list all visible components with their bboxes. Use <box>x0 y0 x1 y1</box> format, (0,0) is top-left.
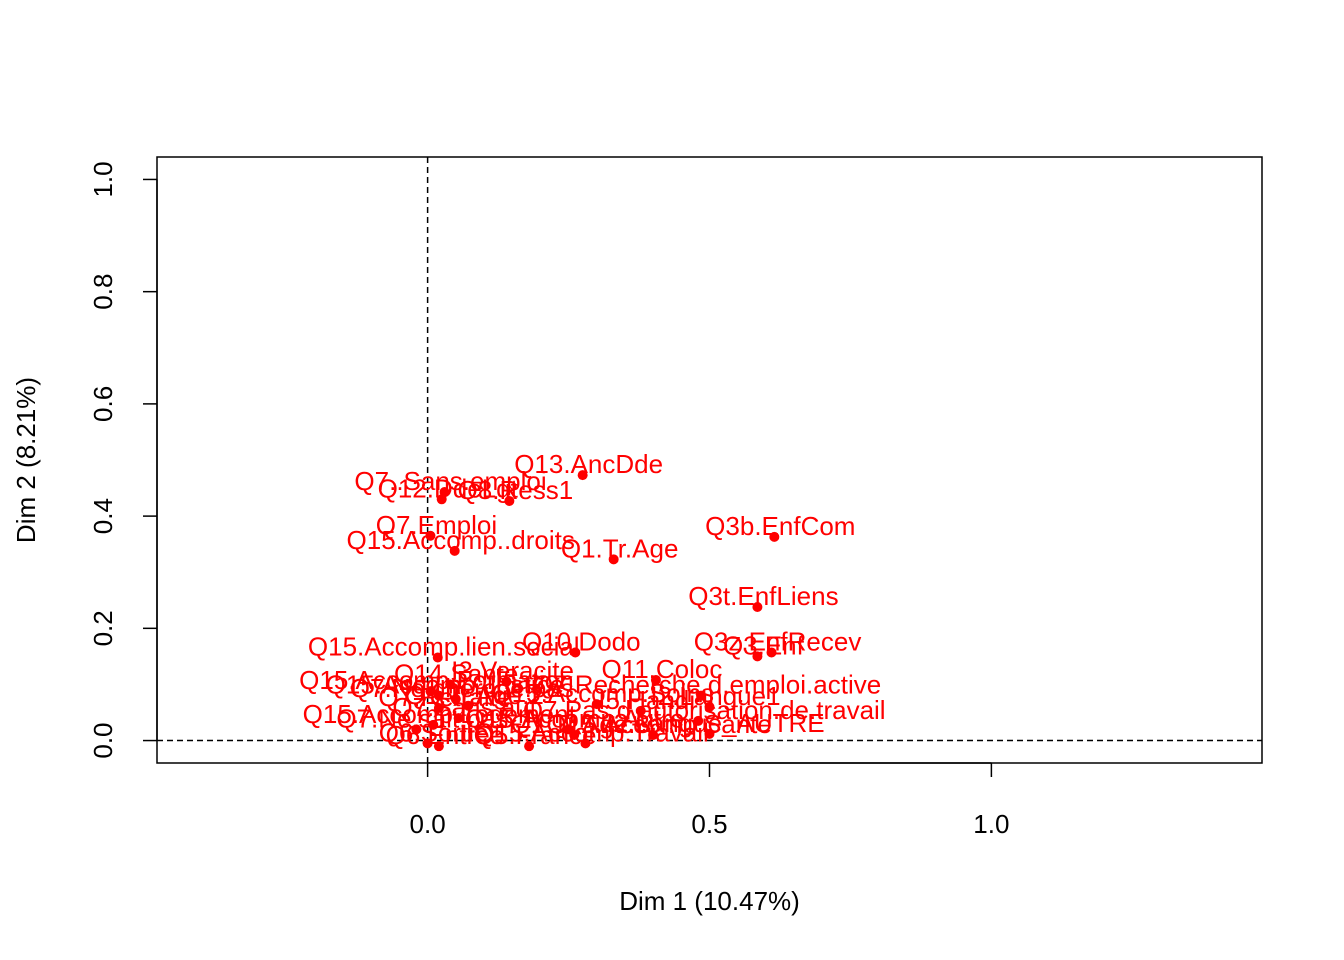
point-label: Q7.Recherche.d.emploi.active <box>533 670 881 700</box>
data-point <box>433 703 444 714</box>
x-tick-label: 0.0 <box>410 809 446 839</box>
y-tick-label: 0.8 <box>88 274 118 310</box>
y-axis-title: Dim 2 (8.21%) <box>11 377 41 543</box>
data-point <box>635 705 646 716</box>
x-tick-label: 1.0 <box>973 809 1009 839</box>
point-label: Q10.Dodo <box>522 626 641 656</box>
point-label: Q6.Entree <box>386 720 505 750</box>
y-tick-label: 0.0 <box>88 722 118 758</box>
y-tick-label: 0.2 <box>88 610 118 646</box>
data-point <box>696 690 707 701</box>
data-point <box>425 530 436 541</box>
data-point <box>425 686 436 697</box>
data-point <box>450 694 461 705</box>
point-label: Q15.Accomp.Travail <box>474 717 709 747</box>
data-point <box>453 713 464 724</box>
data-point <box>432 652 443 663</box>
point-label: Q1.Tr.Age.3 <box>511 709 650 739</box>
labels-layer: Q13.AncDdeQ7..Sans.emploiQ12.DdeLgtQ8.Re… <box>299 449 885 750</box>
point-label: Q1.Tr.Age <box>561 533 679 563</box>
point-label: Q15.Accomp.Justice <box>326 670 564 700</box>
data-point <box>577 470 588 481</box>
point-label: Q3b.EnfCom <box>705 511 855 541</box>
point-label: Q7..Sans.emploi <box>354 466 546 496</box>
data-point <box>693 715 704 726</box>
point-label: Q14.Sante <box>394 658 518 688</box>
data-point <box>422 738 433 749</box>
point-label: Q15.Accomp.Autre <box>465 703 685 733</box>
y-tick-label: 0.4 <box>88 498 118 534</box>
points-layer <box>411 470 780 752</box>
point-label: I2.Langue_AUTRE <box>606 708 824 738</box>
reference-lines-layer <box>157 157 1262 763</box>
data-point <box>428 719 439 730</box>
point-label: Q15.Accomp.Soins <box>491 678 714 708</box>
point-label: Q3.Enf <box>723 630 805 660</box>
point-label: Q7.Sans.aut <box>392 692 537 722</box>
point-label: Q15.Accomp..droits <box>347 525 575 555</box>
x-tick-label: 0.5 <box>691 809 727 839</box>
data-point <box>608 554 619 565</box>
point-label: Q15.Accomp.Logement <box>303 699 577 729</box>
point-label: I2.Langue1 <box>650 681 780 711</box>
data-point <box>569 729 580 740</box>
point-label: I3.Veracite <box>451 656 574 686</box>
point-label: Q13.AncDde <box>514 449 663 479</box>
x-axis-title: Dim 1 (10.47%) <box>619 886 800 916</box>
data-point <box>580 738 591 749</box>
point-label: Q3t.EnfLiens <box>688 581 838 611</box>
data-point <box>445 679 456 690</box>
point-label: Q7.Ne.sait.pas <box>336 703 508 733</box>
point-label: Q8.Ress1 <box>458 475 574 505</box>
axes-layer: 0.0 0.5 1.0 0.0 0.2 0.4 0.6 0.8 1.0 Dim 1 (10.47%… <box>11 161 1009 916</box>
data-point <box>501 676 512 687</box>
data-point <box>591 699 602 710</box>
data-point <box>766 647 777 658</box>
point-label: Q7.Ne.cherche.pas <box>350 673 574 703</box>
point-label: Q6.Sortie <box>379 717 489 747</box>
data-point <box>433 741 444 752</box>
point-label: Q12.DdeLgt <box>378 473 519 503</box>
y-tick-label: 1.0 <box>88 161 118 197</box>
point-label: Q7.Pas.d.autorisation.de.travail <box>523 695 886 725</box>
data-point <box>433 690 444 701</box>
point-label: Q1.Tr.Age.2 <box>405 680 544 710</box>
data-point <box>570 647 581 658</box>
data-point <box>704 728 715 739</box>
point-label: Q15.Accomp.Formation <box>299 665 574 695</box>
data-point <box>650 674 661 685</box>
data-point <box>648 729 659 740</box>
point-label: Q7.Retraite <box>378 682 511 712</box>
data-point <box>704 701 715 712</box>
point-label: I5.Handi <box>598 685 695 715</box>
point-label: Q5.France <box>474 720 597 750</box>
data-point <box>463 700 474 711</box>
y-tick-label: 0.6 <box>88 386 118 422</box>
data-point <box>449 545 460 556</box>
data-point <box>769 531 780 542</box>
point-label: Q15.Accomp.lien.social <box>308 632 580 662</box>
data-point <box>752 602 763 613</box>
data-point <box>436 494 447 505</box>
data-point <box>411 724 422 735</box>
point-label: Q11.Coloc <box>601 654 722 684</box>
data-point <box>504 495 515 506</box>
point-label: Q7.Emploi <box>376 510 497 540</box>
point-label: Q15.Accomp.Sante <box>546 709 771 739</box>
point-label: Q3z.EnfRecev <box>694 626 862 656</box>
data-point <box>524 741 535 752</box>
data-point <box>752 651 763 662</box>
